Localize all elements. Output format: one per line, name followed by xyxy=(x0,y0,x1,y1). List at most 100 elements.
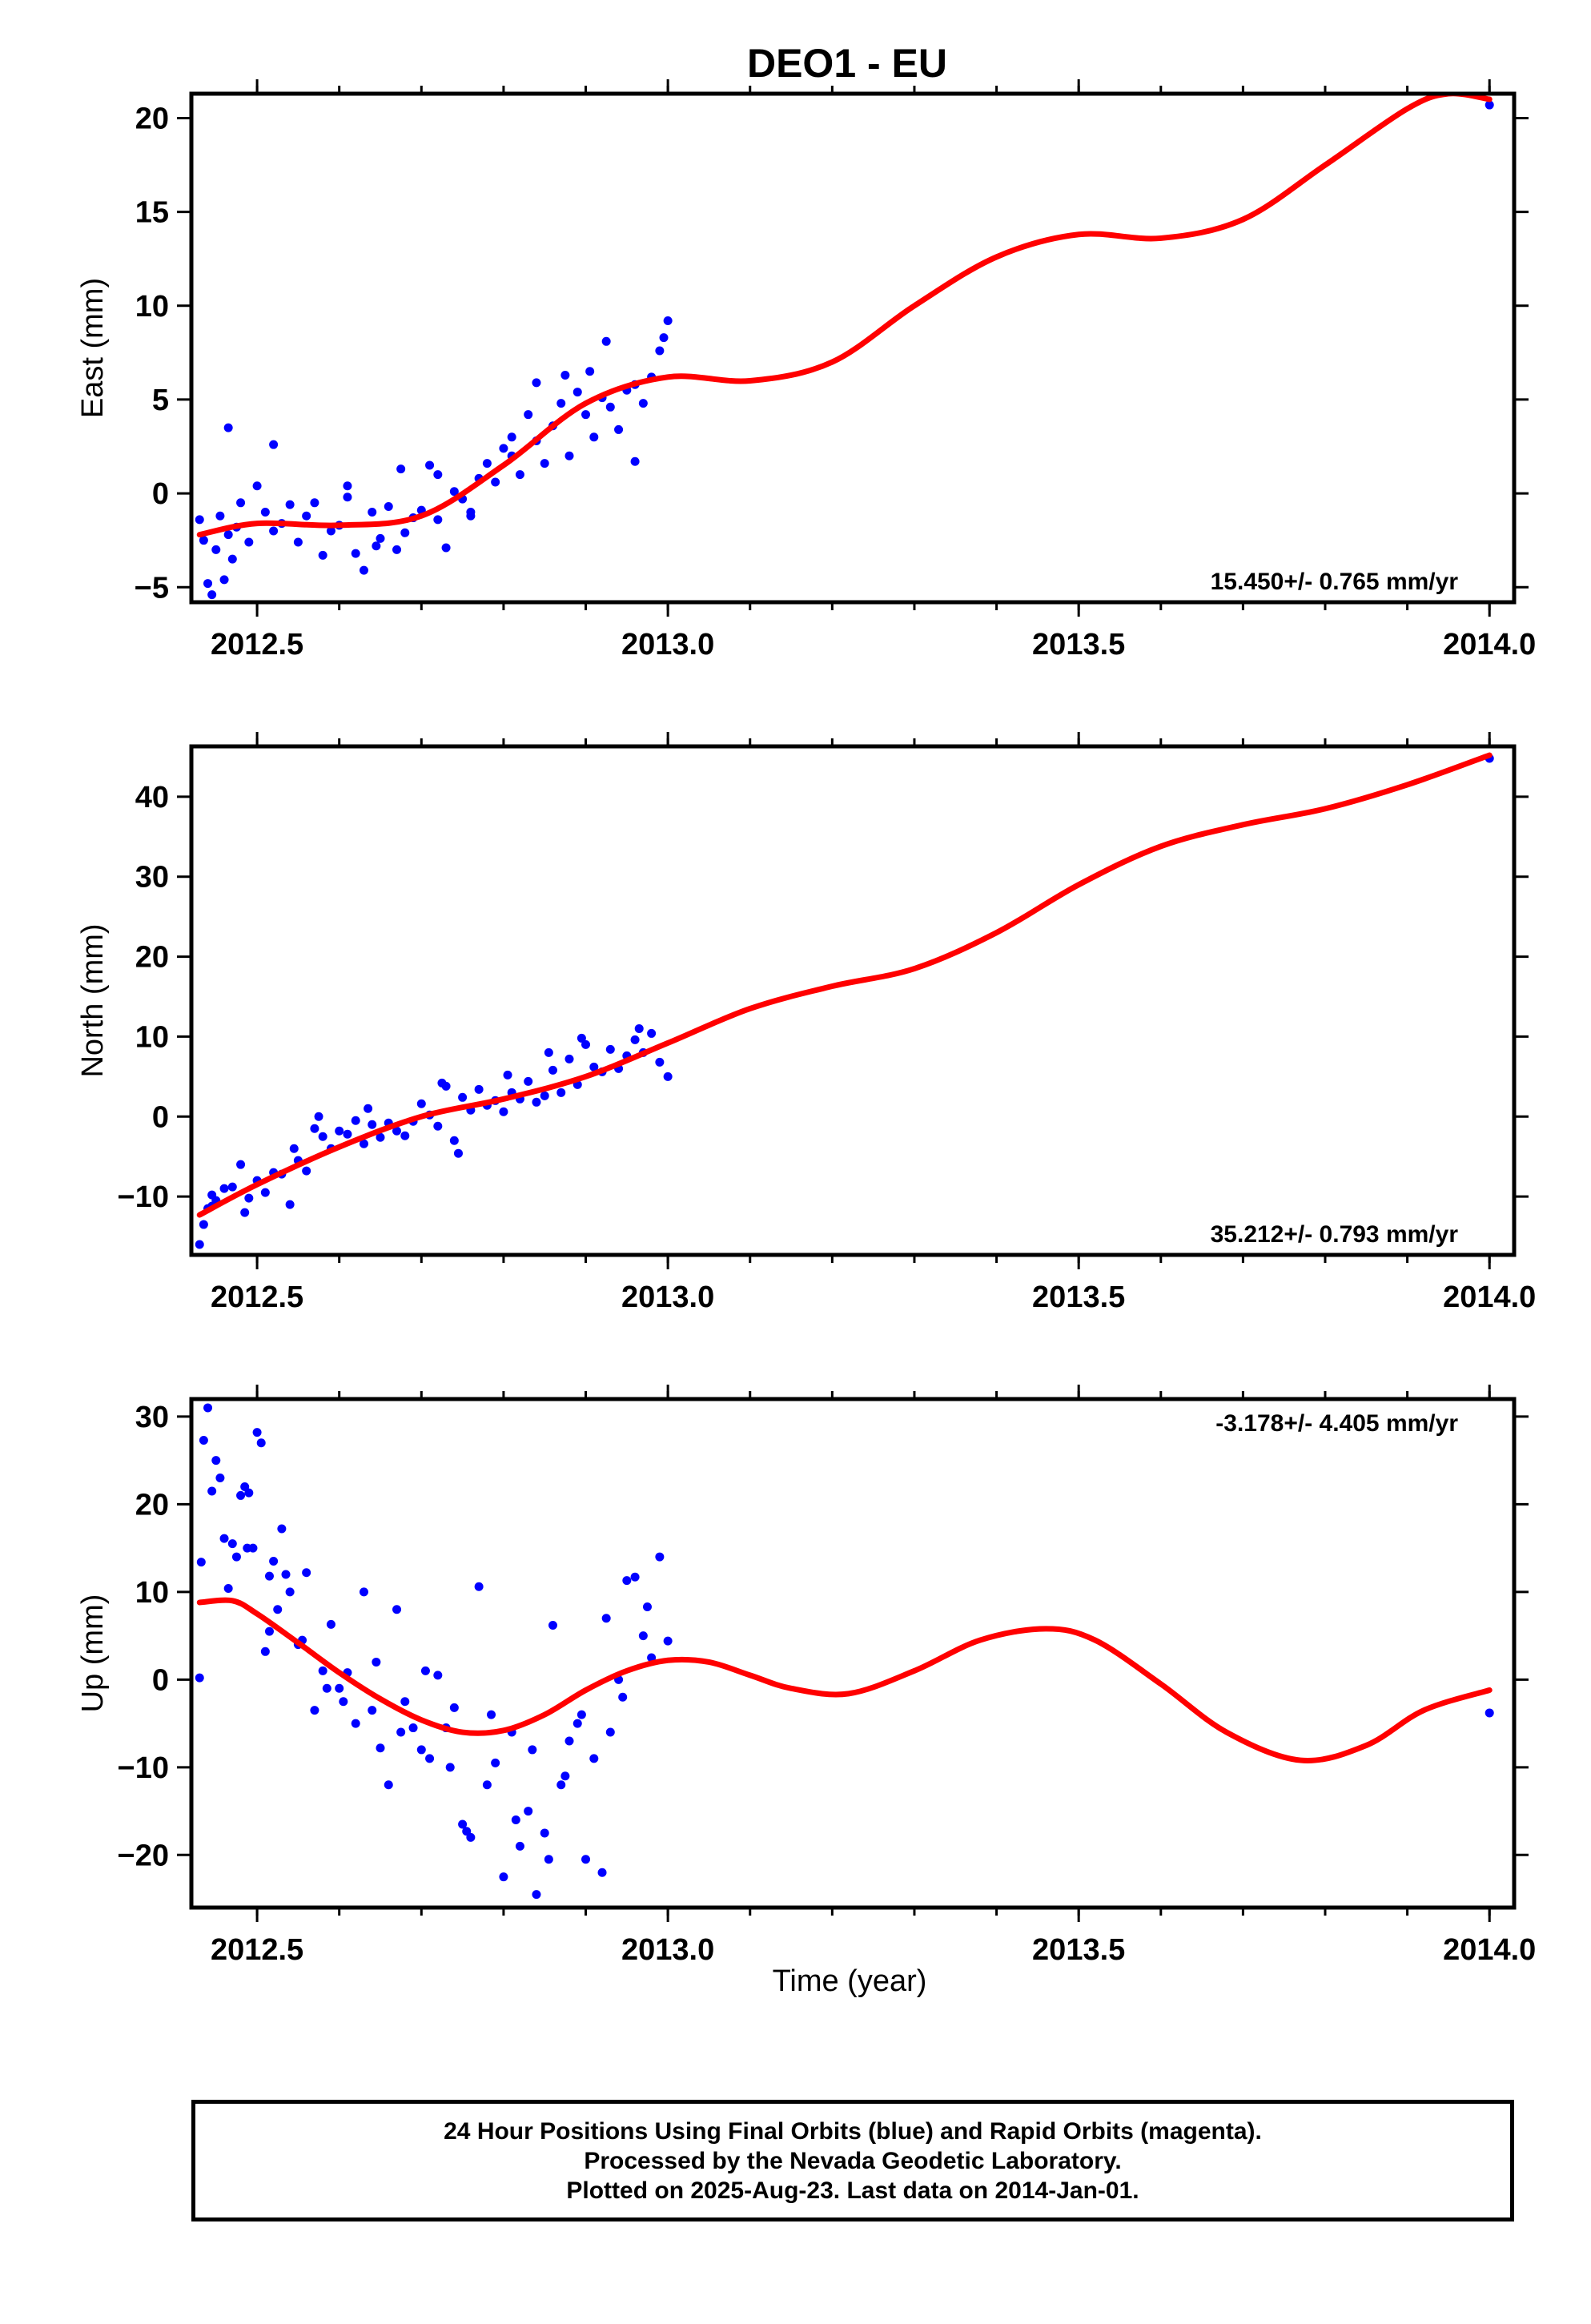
east-data-point xyxy=(351,549,360,558)
up-data-point xyxy=(577,1710,586,1719)
east-data-point xyxy=(614,424,624,434)
up-data-point xyxy=(560,1771,570,1781)
up-data-point xyxy=(196,1558,206,1567)
east-data-point xyxy=(223,530,233,540)
east-data-point xyxy=(310,498,319,508)
east-y-axis-label: East (mm) xyxy=(76,278,110,418)
up-data-point xyxy=(544,1855,553,1864)
up-y-tick-label: 0 xyxy=(152,1663,169,1697)
east-data-point xyxy=(244,537,254,547)
east-data-point xyxy=(532,378,541,388)
north-data-point xyxy=(499,1107,508,1116)
up-data-point xyxy=(359,1587,368,1597)
up-data-point xyxy=(482,1780,492,1790)
east-data-point xyxy=(581,410,591,420)
up-data-point xyxy=(449,1703,459,1712)
east-data-point xyxy=(630,456,640,466)
east-data-point xyxy=(384,501,393,511)
north-data-point xyxy=(655,1057,665,1067)
east-data-point xyxy=(207,590,217,600)
up-data-point xyxy=(487,1710,496,1719)
east-data-point xyxy=(638,399,648,408)
north-data-point xyxy=(195,1240,204,1249)
up-data-point xyxy=(310,1706,319,1715)
east-data-point xyxy=(433,470,443,480)
north-y-axis-label: North (mm) xyxy=(76,923,110,1077)
north-data-point xyxy=(285,1200,295,1209)
up-data-point xyxy=(368,1706,377,1715)
north-y-tick-label: 0 xyxy=(152,1100,169,1134)
north-data-point xyxy=(335,1126,344,1136)
up-data-point xyxy=(264,1571,274,1581)
north-data-point xyxy=(564,1054,574,1063)
east-data-point xyxy=(199,536,208,545)
caption-line-1: 24 Hour Positions Using Final Orbits (bl… xyxy=(444,2117,1262,2145)
up-y-tick-label: −20 xyxy=(118,1839,169,1872)
north-data-point xyxy=(392,1126,402,1136)
east-data-point xyxy=(482,459,492,468)
up-x-tick-label: 2014.0 xyxy=(1443,1933,1536,1967)
up-data-point xyxy=(524,1807,533,1816)
east-data-point xyxy=(655,346,665,356)
east-points xyxy=(195,100,1494,600)
up-data-point xyxy=(215,1474,225,1483)
north-data-point xyxy=(647,1028,657,1038)
north-fit-curve xyxy=(196,752,1493,1218)
east-data-point xyxy=(540,459,549,468)
up-data-point xyxy=(273,1605,283,1614)
east-y-tick-label: −5 xyxy=(135,571,169,605)
north-data-point xyxy=(416,1099,426,1108)
up-data-point xyxy=(227,1539,237,1549)
east-x-tick-label: 2013.0 xyxy=(621,628,714,661)
east-x-tick-label: 2012.5 xyxy=(211,628,303,661)
north-data-point xyxy=(364,1104,373,1113)
east-x-tick-label: 2013.5 xyxy=(1032,628,1125,661)
up-data-point xyxy=(339,1697,348,1707)
up-data-point xyxy=(638,1631,648,1641)
up-data-point xyxy=(400,1697,410,1707)
up-data-point xyxy=(663,1636,673,1646)
east-data-point xyxy=(605,402,615,412)
east-fit-curve xyxy=(196,94,1493,538)
east-data-point xyxy=(433,515,443,525)
east-data-point xyxy=(507,432,516,442)
up-y-tick-label: 30 xyxy=(135,1401,169,1434)
up-data-point xyxy=(335,1683,344,1693)
east-data-point xyxy=(215,511,225,521)
east-y-tick-label: 0 xyxy=(152,477,169,511)
north-data-point xyxy=(556,1088,566,1097)
up-x-tick-label: 2013.0 xyxy=(621,1933,714,1967)
east-data-point xyxy=(252,481,262,491)
north-data-point xyxy=(503,1070,512,1080)
north-data-point xyxy=(236,1160,246,1169)
north-x-tick-label: 2013.5 xyxy=(1032,1281,1125,1314)
up-data-point xyxy=(618,1692,628,1702)
north-data-point xyxy=(318,1132,327,1141)
north-data-point xyxy=(260,1188,270,1197)
north-data-point xyxy=(458,1092,468,1102)
east-y-tick-label: 5 xyxy=(152,384,169,417)
north-x-tick-label: 2014.0 xyxy=(1443,1281,1536,1314)
up-data-point xyxy=(285,1587,295,1597)
caption-line-2: Processed by the Nevada Geodetic Laborat… xyxy=(584,2147,1122,2174)
up-data-point xyxy=(642,1602,652,1611)
up-data-point xyxy=(528,1745,537,1755)
up-rate-label: -3.178+/- 4.405 mm/yr xyxy=(1215,1410,1458,1437)
east-y-tick-label: 15 xyxy=(135,196,169,230)
north-y-tick-label: −10 xyxy=(118,1180,169,1214)
east-data-point xyxy=(203,579,213,589)
east-data-point xyxy=(491,477,500,487)
east-data-point xyxy=(223,423,233,432)
up-data-point xyxy=(589,1754,599,1763)
up-data-point xyxy=(1485,1708,1494,1718)
north-data-point xyxy=(199,1220,208,1229)
up-data-point xyxy=(326,1619,335,1629)
north-data-point xyxy=(548,1065,557,1075)
east-data-point xyxy=(269,440,279,449)
east-data-point xyxy=(663,316,673,326)
east-data-point xyxy=(449,487,459,497)
up-plot-frame xyxy=(189,1397,1517,1910)
east-data-point xyxy=(260,508,270,517)
east-data-point xyxy=(368,508,377,517)
east-data-point xyxy=(499,444,508,453)
